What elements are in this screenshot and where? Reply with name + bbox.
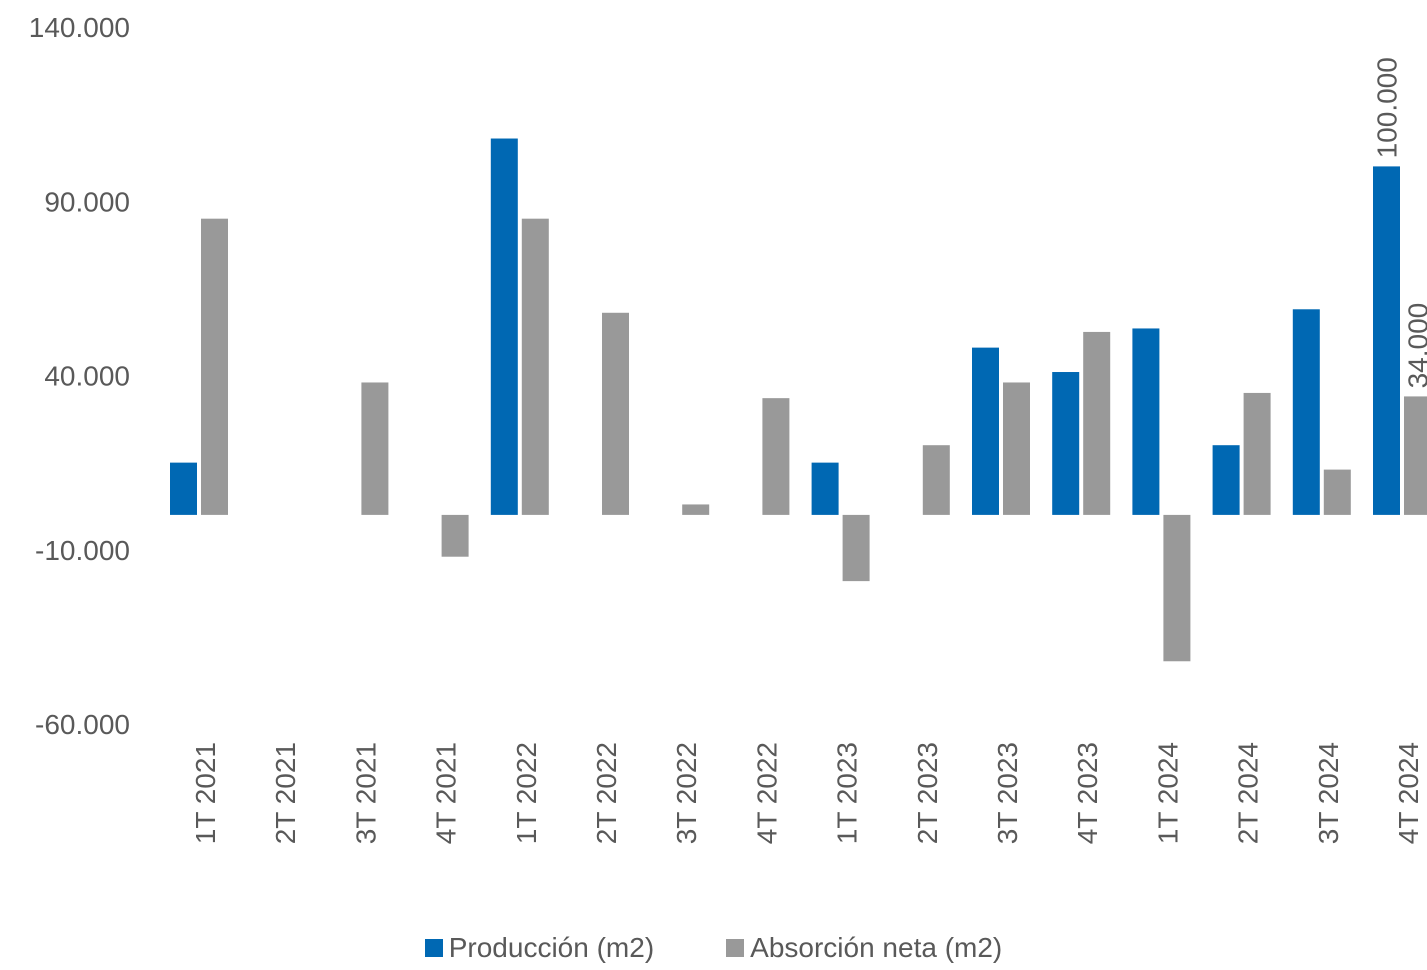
x-tick-label: 1T 2023	[832, 742, 863, 844]
data-label: 34.000	[1403, 303, 1427, 389]
bar-absorcion-1T-2021	[201, 218, 228, 515]
legend-swatch-absorcion	[726, 939, 745, 957]
y-tick-label: -10.000	[35, 535, 130, 566]
legend-label-produccion: Producción (m2)	[448, 932, 655, 963]
bar-absorcion-3T-2024	[1323, 469, 1351, 515]
x-tick-label: 3T 2023	[992, 742, 1023, 844]
x-tick-label: 4T 2023	[1072, 742, 1103, 844]
x-tick-label: 4T 2021	[431, 742, 462, 844]
bar-absorcion-3T-2021	[361, 382, 389, 515]
data-label: 100.000	[1372, 57, 1403, 158]
bar-absorcion-3T-2023	[1003, 382, 1030, 515]
y-tick-label: 40.000	[44, 361, 130, 392]
data-labels: 100.000 34.000	[1372, 57, 1427, 388]
legend-item-absorcion: Absorción neta (m2)	[726, 932, 1002, 964]
legend: Producción (m2) Absorción neta (m2)	[0, 932, 1427, 964]
chart-bars	[170, 138, 1427, 662]
x-tick-label: 2T 2023	[912, 742, 943, 844]
x-axis-categories: 1T 2021 2T 2021 3T 2021 4T 2021 1T 2022 2T 20…	[190, 742, 1424, 844]
legend-item-produccion: Producción (m2)	[424, 932, 655, 964]
bar-produccion-1T-2021	[170, 462, 197, 515]
y-tick-label: -60.000	[35, 709, 130, 740]
bar-absorcion-2T-2024	[1243, 392, 1271, 515]
bar-absorcion-3T-2022	[682, 504, 710, 515]
bar-produccion-2T-2024	[1212, 445, 1240, 515]
bar-absorcion-1T-2024	[1163, 514, 1191, 662]
bar-absorcion-4T-2024	[1404, 396, 1427, 515]
bar-absorcion-1T-2023	[842, 514, 870, 582]
bar-absorcion-2T-2022	[602, 312, 629, 515]
bar-absorcion-1T-2022	[521, 218, 549, 515]
y-axis-ticks: -60.000 -10.000 40.000 90.000 140.000	[29, 12, 130, 740]
x-tick-label: 2T 2024	[1233, 742, 1264, 844]
bar-produccion-3T-2023	[972, 347, 999, 515]
bar-produccion-4T-2023	[1052, 372, 1080, 515]
x-tick-label: 4T 2022	[751, 742, 782, 844]
legend-label-absorcion: Absorción neta (m2)	[750, 932, 1003, 963]
bar-produccion-4T-2024	[1373, 166, 1400, 515]
x-tick-label: 4T 2024	[1393, 742, 1424, 844]
bar-absorcion-4T-2022	[762, 398, 790, 515]
x-tick-label: 1T 2024	[1152, 742, 1183, 844]
bar-produccion-1T-2022	[490, 138, 518, 515]
x-tick-label: 3T 2024	[1313, 742, 1344, 844]
x-tick-label: 1T 2022	[511, 742, 542, 844]
bar-absorcion-4T-2021	[441, 514, 469, 557]
bar-absorcion-2T-2023	[922, 445, 950, 515]
legend-swatch-produccion	[424, 939, 443, 957]
bar-produccion-1T-2023	[811, 462, 839, 515]
x-tick-label: 3T 2021	[350, 742, 381, 844]
x-tick-label: 2T 2022	[591, 742, 622, 844]
x-tick-label: 1T 2021	[190, 742, 221, 844]
y-tick-label: 90.000	[44, 186, 130, 217]
bar-absorcion-4T-2023	[1083, 331, 1111, 515]
x-tick-label: 3T 2022	[671, 742, 702, 844]
bar-produccion-1T-2024	[1132, 328, 1160, 515]
x-tick-label: 2T 2021	[270, 742, 301, 844]
bar-produccion-3T-2024	[1292, 309, 1320, 515]
y-tick-label: 140.000	[29, 12, 130, 43]
